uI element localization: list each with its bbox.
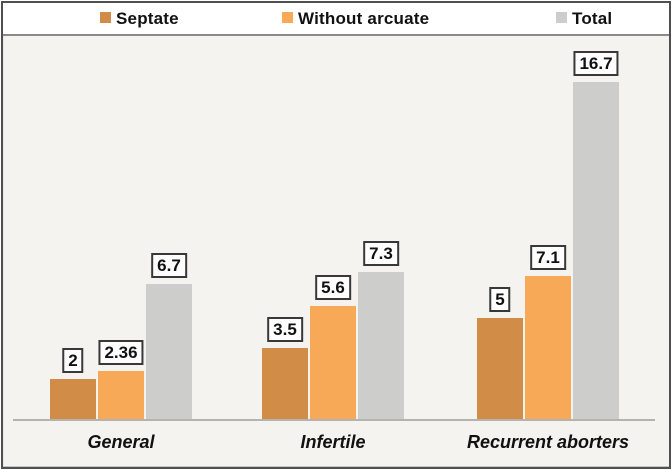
category-labels: General Infertile Recurrent aborters <box>3 421 669 463</box>
value-label-septate-recurrent-aborters: 5 <box>489 287 511 312</box>
bar-total-recurrent-aborters <box>573 82 619 419</box>
value-label-total-infertile: 7.3 <box>363 241 399 266</box>
legend-swatch-without-arcuate <box>282 12 293 23</box>
bar-total-general <box>146 284 192 419</box>
legend-label-septate: Septate <box>116 8 179 28</box>
bar-without-arcuate-general <box>98 371 144 419</box>
value-label-total-general: 6.7 <box>151 253 187 278</box>
x-axis-line <box>13 419 655 421</box>
legend-label-total: Total <box>572 8 613 28</box>
legend-swatch-total <box>556 12 567 23</box>
value-label-without-arcuate-recurrent-aborters: 7.1 <box>530 245 566 270</box>
legend-swatch-septate <box>100 12 111 23</box>
bar-total-infertile <box>358 272 404 419</box>
bar-septate-recurrent-aborters <box>477 318 523 419</box>
legend-item-septate: Septate <box>100 3 179 34</box>
legend: Septate Without arcuate Total <box>3 3 669 36</box>
category-label-recurrent-aborters: Recurrent aborters <box>466 432 630 452</box>
plot-area: 2 2.36 6.7 3.5 5.6 7.3 5 7.1 16.7 <box>3 36 669 419</box>
value-label-without-arcuate-infertile: 5.6 <box>315 275 351 300</box>
bar-without-arcuate-infertile <box>310 306 356 419</box>
category-label-infertile: Infertile <box>300 432 366 452</box>
bar-without-arcuate-recurrent-aborters <box>525 276 571 419</box>
legend-label-without-arcuate: Without arcuate <box>298 8 430 28</box>
category-label-general: General <box>87 432 155 452</box>
bar-septate-infertile <box>262 348 308 419</box>
legend-item-total: Total <box>556 3 612 34</box>
value-label-septate-general: 2 <box>62 348 84 373</box>
legend-item-without-arcuate: Without arcuate <box>282 3 429 34</box>
value-label-septate-infertile: 3.5 <box>267 317 303 342</box>
value-label-total-recurrent-aborters: 16.7 <box>573 51 619 76</box>
bar-septate-general <box>50 379 96 419</box>
value-label-without-arcuate-general: 2.36 <box>98 340 144 365</box>
